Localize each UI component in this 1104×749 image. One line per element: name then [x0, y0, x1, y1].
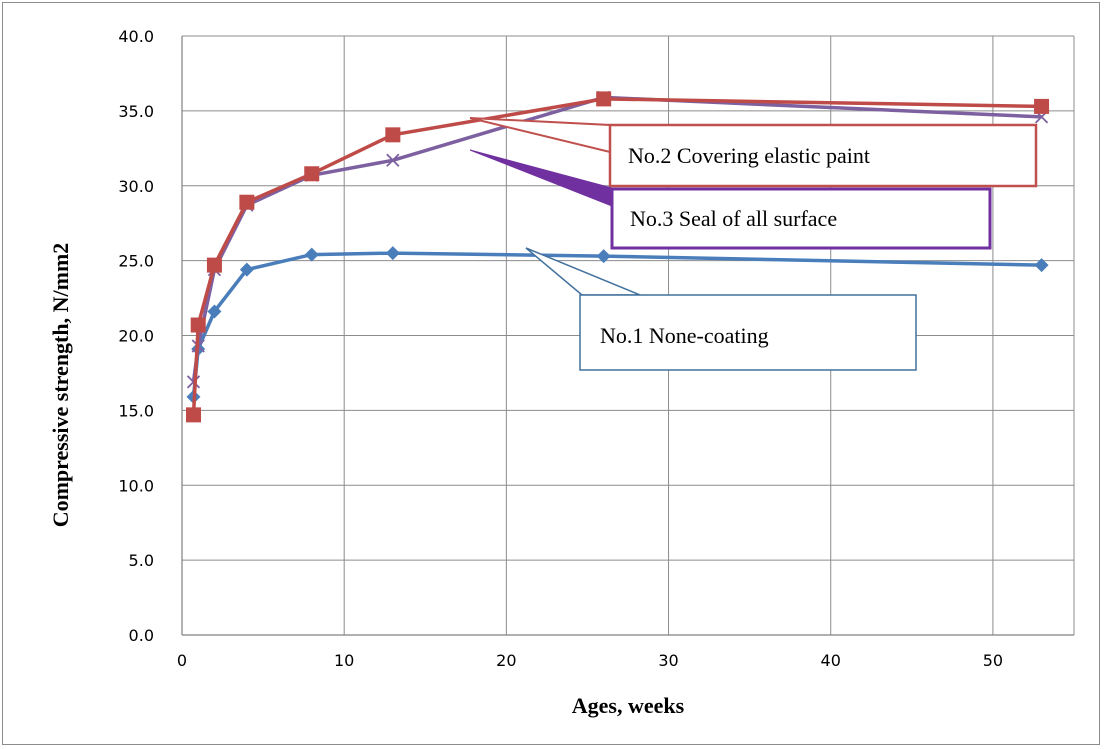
series-2 — [186, 91, 1050, 423]
callout-no1-box — [579, 294, 917, 371]
data-point — [596, 249, 611, 264]
data-point — [1034, 98, 1050, 114]
data-point — [1034, 258, 1049, 273]
y-tick-label: 0.0 — [129, 626, 154, 645]
callout-no3-box — [610, 187, 992, 250]
series-line — [191, 97, 1042, 415]
series-line — [191, 95, 1042, 383]
y-tick-label: 20.0 — [118, 327, 154, 346]
x-tick-label: 0 — [177, 651, 187, 670]
y-tick-labels: 0.0 5.0 10.0 15.0 20.0 25.0 30.0 35.0 40.0 — [118, 27, 154, 645]
data-point — [186, 407, 202, 423]
data-point — [239, 262, 254, 277]
callout-no2-label: No.2 Covering elastic paint — [628, 143, 870, 168]
data-point — [385, 246, 400, 261]
x-tick-label: 50 — [983, 651, 1003, 670]
data-point — [239, 194, 255, 210]
data-point — [386, 153, 400, 167]
x-tick-label: 10 — [334, 651, 354, 670]
data-point — [385, 127, 401, 143]
callout-no2: No.2 Covering elastic paint — [469, 117, 1038, 188]
y-tick-label: 5.0 — [129, 551, 154, 570]
callout-no1-label: No.1 None-coating — [600, 323, 769, 348]
data-point — [190, 317, 206, 333]
callout-no3-pointer — [469, 149, 613, 207]
data-point — [304, 166, 320, 182]
data-point — [207, 304, 222, 319]
series-group — [186, 90, 1050, 423]
data-point — [304, 247, 319, 262]
y-tick-label: 35.0 — [118, 102, 154, 121]
y-tick-label: 15.0 — [118, 401, 154, 420]
y-tick-label: 10.0 — [118, 476, 154, 495]
x-axis-title: Ages, weeks — [572, 693, 685, 718]
y-tick-label: 40.0 — [118, 27, 154, 46]
callout-no3: No.3 Seal of all surface — [469, 149, 992, 250]
x-tick-labels: 0 10 20 30 40 50 — [177, 651, 1003, 670]
x-tick-label: 30 — [658, 651, 678, 670]
callout-no1: No.1 None-coating — [525, 247, 917, 371]
callout-no3-label: No.3 Seal of all surface — [630, 206, 837, 231]
callout-no2-pointer — [469, 117, 611, 154]
x-tick-label: 40 — [821, 651, 841, 670]
y-tick-label: 25.0 — [118, 252, 154, 271]
callout-no2-box — [608, 123, 1038, 188]
x-tick-label: 20 — [496, 651, 516, 670]
y-tick-label: 30.0 — [118, 177, 154, 196]
data-point — [206, 257, 222, 273]
y-axis-title: Compressive strength, N/mm2 — [48, 243, 73, 528]
data-point — [596, 91, 612, 107]
